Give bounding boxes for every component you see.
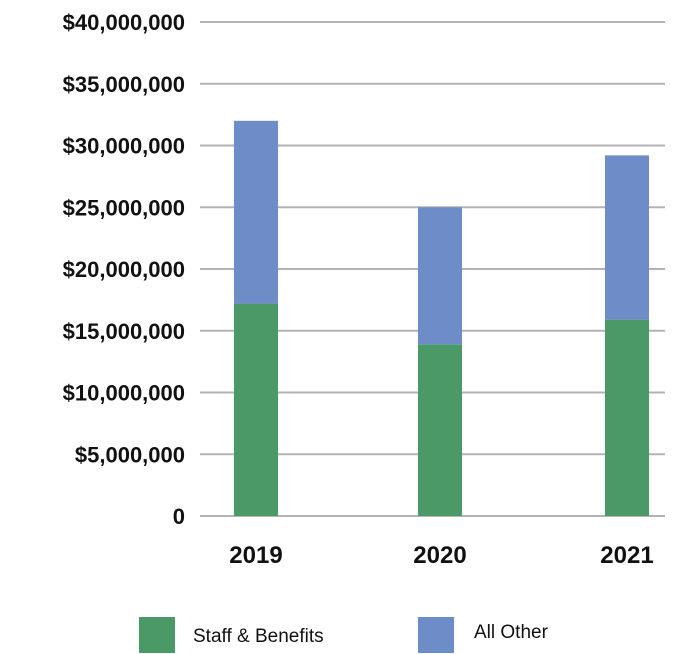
y-tick-label: $40,000,000: [63, 10, 185, 35]
x-axis-tick-labels: 2019 2020 2021: [229, 542, 653, 569]
x-tick-label: 2020: [413, 542, 466, 569]
y-tick-label: 0: [173, 504, 185, 529]
legend-swatch-all-other: [418, 617, 454, 653]
bars: [234, 120, 649, 516]
y-tick-label: $10,000,000: [63, 381, 185, 406]
y-tick-label: $25,000,000: [63, 195, 185, 220]
legend-label: All Other: [474, 622, 549, 643]
y-tick-label: $20,000,000: [63, 257, 185, 282]
bar-2019-all-other: [234, 120, 278, 304]
y-axis-tick-labels: 0 $5,000,000 $10,000,000 $15,000,000 $20,000…: [63, 10, 185, 529]
bar-2020-all-other: [418, 207, 462, 345]
legend-swatch-staff-benefits: [139, 617, 175, 653]
x-tick-label: 2021: [600, 542, 653, 569]
y-tick-label: $30,000,000: [63, 134, 185, 159]
bar-2021-all-other: [605, 155, 649, 320]
bar-2019-staff-benefits: [234, 303, 278, 516]
y-tick-label: $15,000,000: [63, 319, 185, 344]
bar-2020-staff-benefits: [418, 344, 462, 516]
y-tick-label: $5,000,000: [75, 442, 185, 467]
legend-label: Staff & Benefits: [193, 626, 324, 647]
legend: Staff & Benefits All Other: [139, 617, 549, 653]
bar-2021-staff-benefits: [605, 319, 649, 516]
y-tick-label: $35,000,000: [63, 72, 185, 97]
x-tick-label: 2019: [229, 542, 282, 569]
